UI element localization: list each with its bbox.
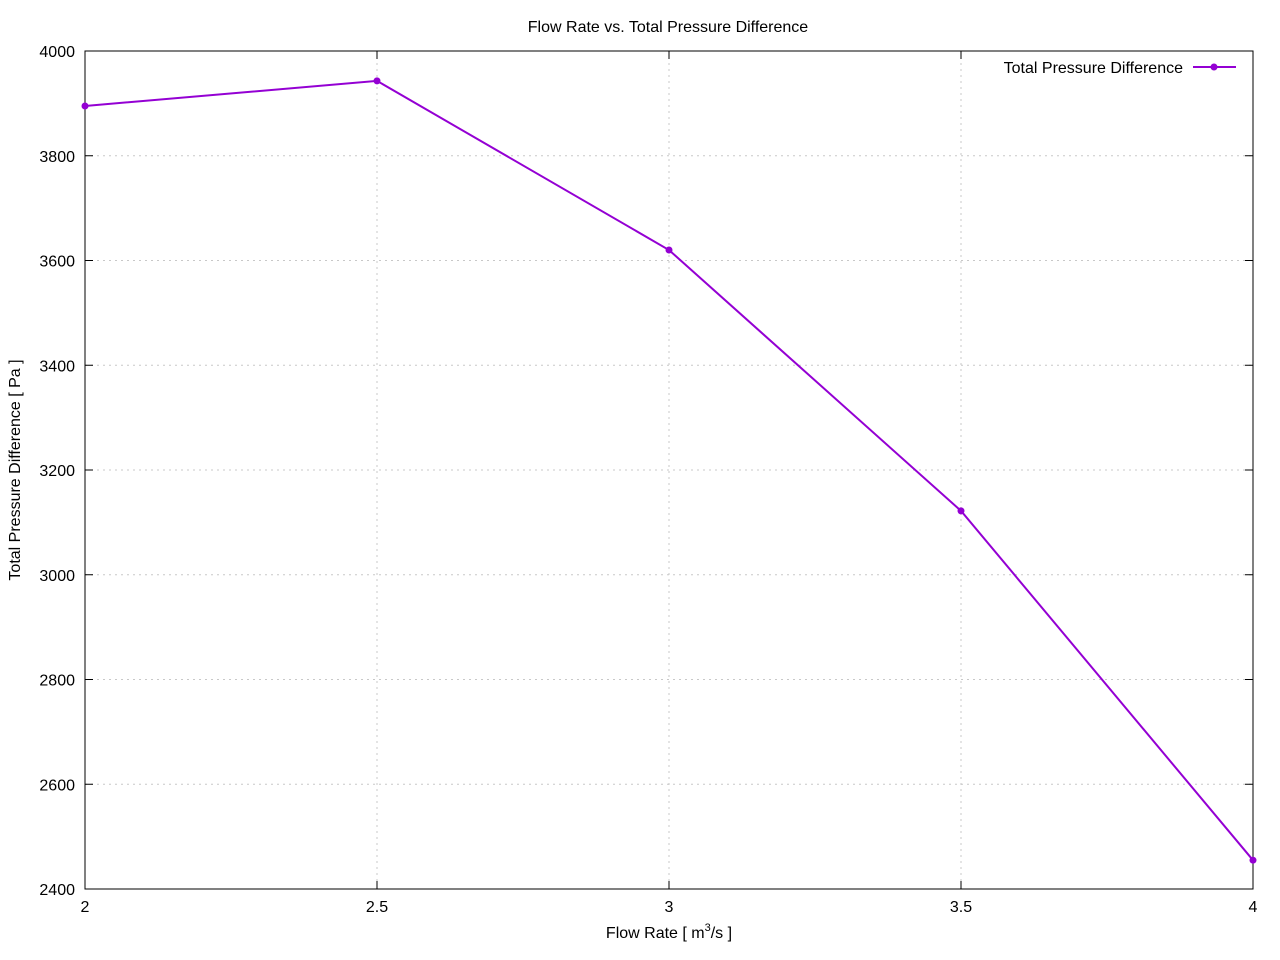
x-tick-label: 2 <box>81 899 90 916</box>
data-point <box>81 102 89 110</box>
axis-ticks <box>84 50 1254 890</box>
y-axis-label: Total Pressure Difference [ Pa ] <box>7 359 24 580</box>
y-tick-label: 4000 <box>39 44 75 61</box>
y-tick-label: 3000 <box>39 568 75 585</box>
y-tick-label: 3400 <box>39 358 75 375</box>
grid-lines <box>85 51 1253 889</box>
data-point <box>373 77 381 85</box>
x-tick-label: 3.5 <box>950 899 972 916</box>
data-point <box>1249 856 1257 864</box>
x-axis-label-superscript: 3 <box>705 922 711 934</box>
x-tick-label: 4 <box>1249 899 1258 916</box>
y-tick-label: 2400 <box>39 882 75 899</box>
data-point <box>665 246 673 254</box>
x-axis-label: Flow Rate [ m3/s ] <box>606 922 732 942</box>
y-tick-label: 3600 <box>39 254 75 271</box>
x-axis-tick-labels: 2 2.5 3 3.5 4 <box>81 899 1258 916</box>
series-layer <box>81 77 1257 864</box>
legend: Total Pressure Difference <box>1004 60 1236 77</box>
chart-title: Flow Rate vs. Total Pressure Difference <box>528 19 809 36</box>
x-axis-label-suffix: /s ] <box>711 925 732 942</box>
y-tick-label: 3800 <box>39 149 75 166</box>
y-tick-label: 2600 <box>39 777 75 794</box>
legend-marker <box>1210 63 1218 71</box>
x-tick-label: 3 <box>665 899 674 916</box>
y-axis-tick-labels: 2400 2600 2800 3000 3200 3400 3600 3800 4000 <box>39 44 75 899</box>
data-point <box>957 507 965 515</box>
x-tick-label: 2.5 <box>366 899 388 916</box>
y-tick-label: 2800 <box>39 673 75 690</box>
series-line <box>84 79 1254 861</box>
y-tick-label: 3200 <box>39 463 75 480</box>
legend-label-total-pressure-difference: Total Pressure Difference <box>1004 60 1183 77</box>
